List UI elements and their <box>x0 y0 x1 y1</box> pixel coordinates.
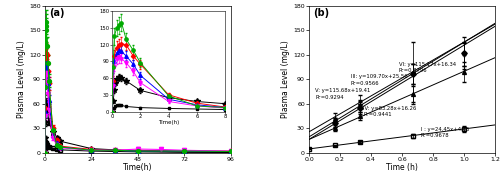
Y-axis label: Plasma Level (mg/L): Plasma Level (mg/L) <box>18 40 26 118</box>
Text: V: y=115.68x+19.41
R²=0.9294: V: y=115.68x+19.41 R²=0.9294 <box>315 88 370 100</box>
Text: I : y=24.45x+4.65
R²=0.9678: I : y=24.45x+4.65 R²=0.9678 <box>420 127 469 138</box>
X-axis label: Time (h): Time (h) <box>386 163 418 172</box>
Text: III: y=109.70x+25.56
R²=0.9566: III: y=109.70x+25.56 R²=0.9566 <box>351 75 408 86</box>
Text: VI: y=115.17x+16.34
R²=0.8796: VI: y=115.17x+16.34 R²=0.8796 <box>399 62 456 73</box>
Text: (a): (a) <box>48 8 64 18</box>
Text: IV: y=83.28x+16.26
R²=0.9441: IV: y=83.28x+16.26 R²=0.9441 <box>364 106 416 117</box>
Y-axis label: Plasma Level (mg/L): Plasma Level (mg/L) <box>282 40 290 118</box>
Text: (b): (b) <box>313 8 329 18</box>
X-axis label: Time(h): Time(h) <box>123 163 152 172</box>
